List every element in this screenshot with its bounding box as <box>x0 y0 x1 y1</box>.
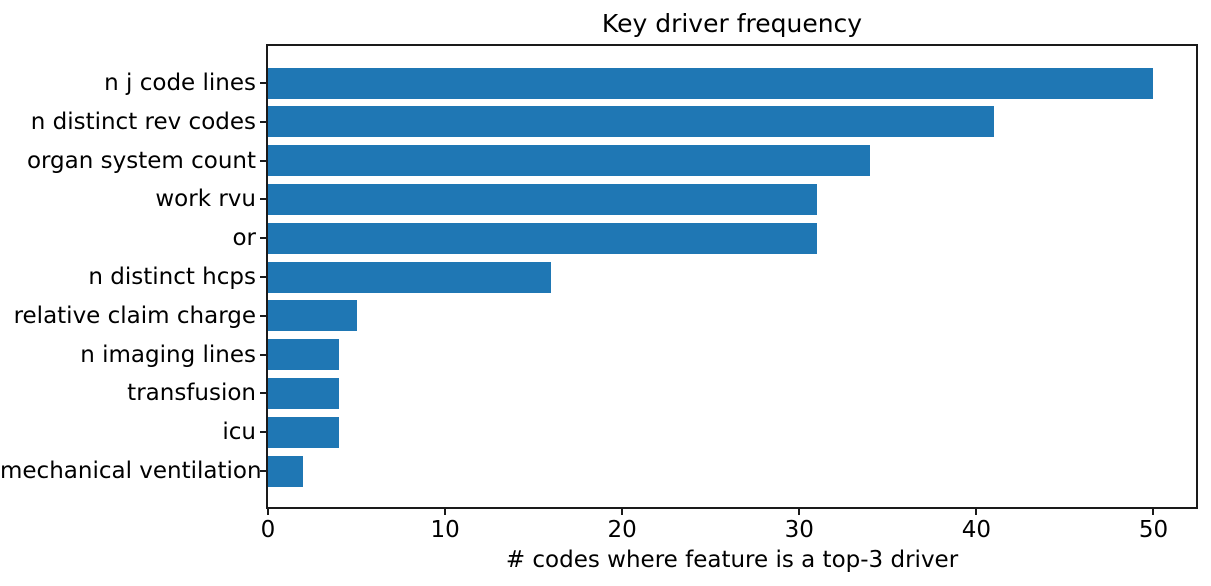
y-tick-label: n distinct hcps <box>88 264 256 290</box>
y-tick-label: relative claim charge <box>13 302 256 329</box>
bar <box>268 377 339 409</box>
y-tick-label: icu <box>222 419 256 446</box>
y-tick-label: n imaging lines <box>80 341 256 368</box>
y-tick-label: organ system count <box>26 147 256 174</box>
y-tick-label: work rvu <box>155 186 256 213</box>
y-tick-label: n j code lines <box>104 70 256 96</box>
y-tick-mark <box>260 276 268 278</box>
x-tick-mark <box>267 507 269 515</box>
y-tick-mark <box>260 237 268 240</box>
bar <box>268 261 552 293</box>
bar <box>268 222 817 254</box>
y-tick-mark <box>260 120 268 123</box>
x-tick-mark <box>798 507 801 515</box>
y-tick-label: or <box>232 225 256 252</box>
bar <box>268 416 339 448</box>
bar <box>268 183 817 215</box>
y-tick-mark <box>260 392 268 395</box>
bar <box>268 339 339 371</box>
bar <box>268 106 995 138</box>
y-tick-mark <box>260 314 268 317</box>
plot-area <box>266 44 1198 509</box>
x-tick-label: 10 <box>430 517 460 543</box>
bar <box>268 67 1154 99</box>
x-tick-label: 20 <box>607 517 637 543</box>
x-tick-label: 0 <box>260 517 276 543</box>
y-tick-mark <box>260 82 268 84</box>
x-tick-mark <box>975 507 978 515</box>
y-tick-label: n distinct rev codes <box>30 108 256 135</box>
x-tick-mark <box>1152 507 1155 515</box>
y-tick-label: transfusion <box>127 380 256 407</box>
x-axis-label: # codes where feature is a top-3 driver <box>505 547 959 573</box>
bar <box>268 455 304 487</box>
x-tick-label: 30 <box>784 517 814 543</box>
y-tick-mark <box>260 159 268 162</box>
y-tick-label: mechanical ventilation <box>0 458 262 484</box>
y-tick-mark <box>260 198 268 201</box>
x-tick-mark <box>444 507 447 515</box>
y-tick-mark <box>260 431 268 434</box>
y-tick-mark <box>260 353 268 356</box>
x-tick-label: 40 <box>961 517 992 543</box>
y-tick-mark <box>260 470 268 472</box>
bar <box>268 300 357 332</box>
x-tick-label: 50 <box>1138 517 1169 543</box>
chart-title: Key driver frequency <box>601 9 863 38</box>
bar <box>268 145 871 177</box>
x-tick-mark <box>621 507 624 515</box>
